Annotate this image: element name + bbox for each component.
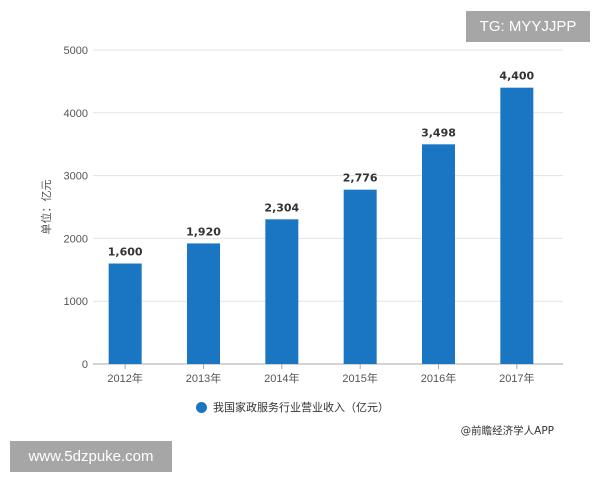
y-tick-label: 3000 [64,171,88,183]
source-credit: @前瞻经济学人APP [460,425,554,437]
y-tick-label: 5000 [64,45,88,57]
y-tick-label: 4000 [64,108,88,120]
x-tick-label: 2012年 [107,371,142,385]
x-tick-label: 2015年 [342,371,377,385]
x-tick-label: 2017年 [499,371,534,385]
tg-watermark: TG: MYYJJPP [466,11,590,42]
data-label: 3,498 [421,126,456,139]
site-watermark: www.5dzpuke.com [10,441,172,472]
legend-label: 我国家政服务行业营业收入（亿元） [213,401,389,414]
bar-2015年 [343,189,377,364]
data-label: 2,776 [343,172,378,185]
y-tick-label: 1000 [64,296,88,308]
data-label: 4,400 [499,70,534,83]
x-tick-label: 2016年 [421,371,456,385]
y-tick-label: 2000 [64,233,88,245]
bar-2012年 [108,263,142,364]
x-tick-label: 2014年 [264,371,299,385]
bar-2014年 [265,219,299,364]
legend[interactable]: 我国家政服务行业营业收入（亿元） [196,399,389,415]
data-label: 1,920 [186,225,221,238]
legend-marker [196,401,207,413]
bar-2017年 [500,87,534,365]
bar-2016年 [422,144,455,364]
x-tick-label: 2013年 [186,371,221,385]
data-label: 1,600 [108,246,143,259]
y-axis-label: 单位：亿元 [39,180,53,235]
data-label: 2,304 [264,201,299,214]
bar-2013年 [187,243,220,364]
y-tick-label: 0 [82,359,88,371]
